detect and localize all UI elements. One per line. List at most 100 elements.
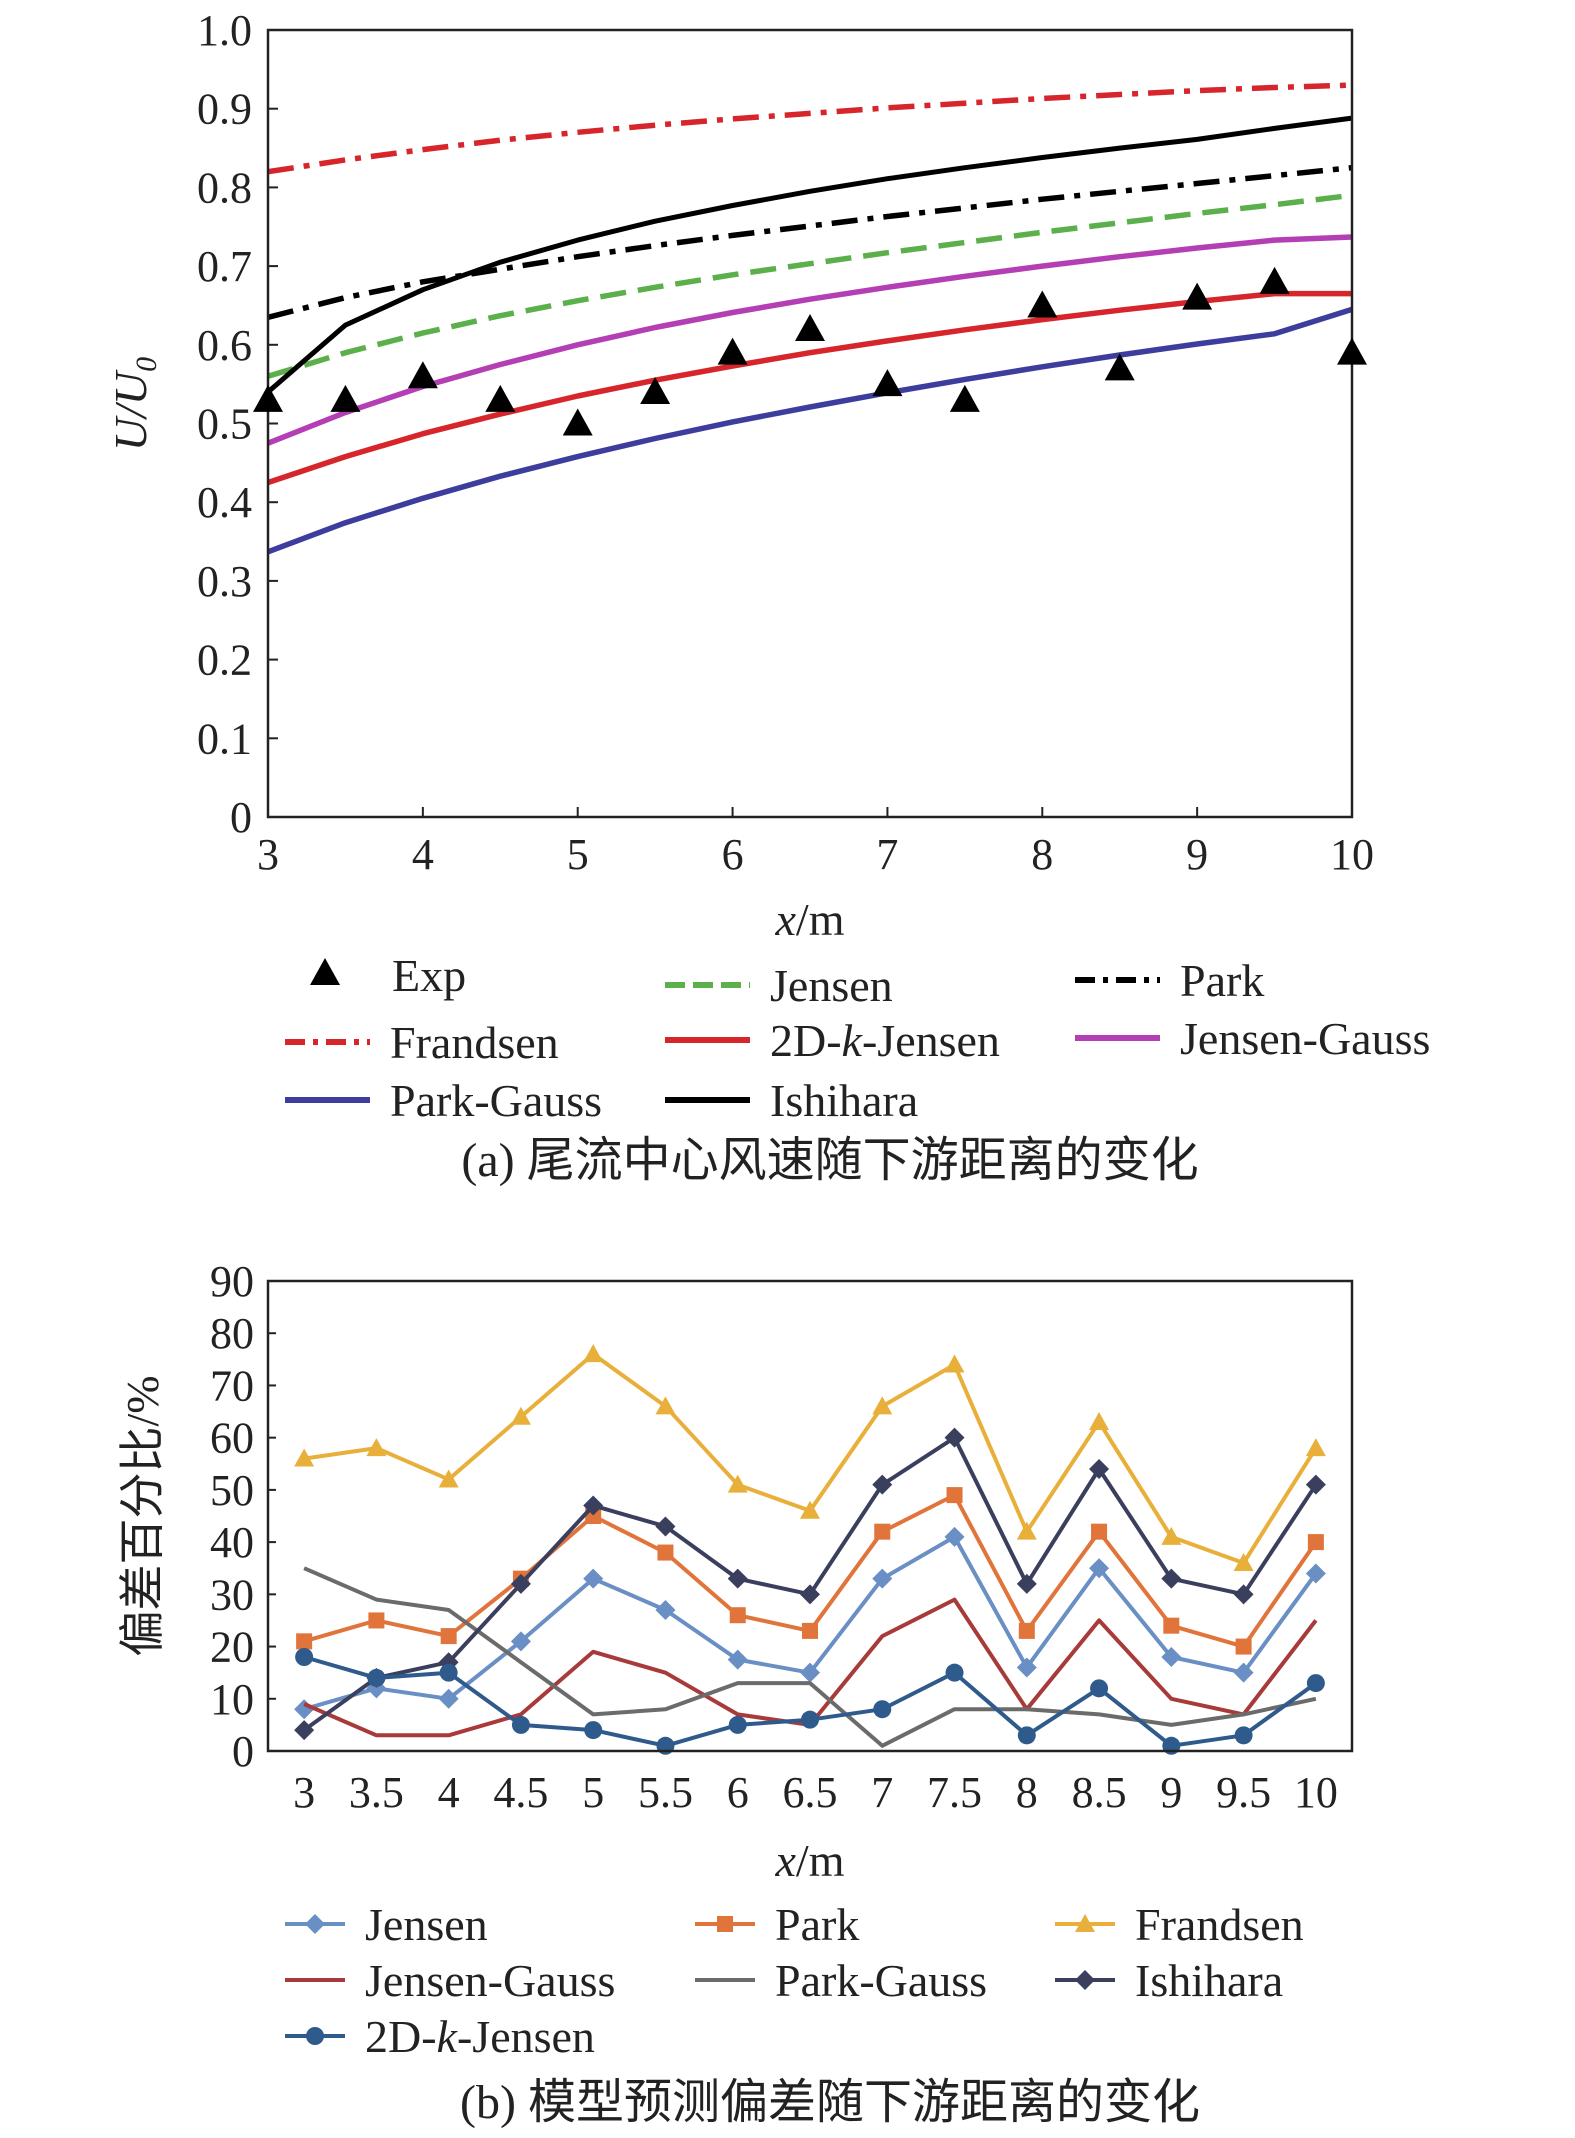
chart-a-y-tick-label: 0.2 bbox=[197, 636, 252, 685]
chart-b-x-tick-label: 9 bbox=[1160, 1768, 1182, 1817]
chart-b-legend-item-jensen: Jensen bbox=[285, 1899, 488, 1950]
chart-b-jensen-point bbox=[1016, 1657, 1037, 1678]
chart-b-y-tick-label: 20 bbox=[210, 1623, 254, 1672]
chart-b-ishihara-point bbox=[510, 1573, 531, 1594]
chart-a-exp-point bbox=[717, 337, 748, 365]
chart-b-2d-k-jensen-point bbox=[801, 1710, 819, 1729]
chart-b-jensen-point bbox=[583, 1568, 604, 1589]
chart-a-series-jensen-gauss-line bbox=[268, 234, 1352, 446]
chart-b-legend-item-park-gauss: Park-Gauss bbox=[695, 1955, 987, 2006]
chart-a-series-jensen-line bbox=[268, 192, 1352, 379]
chart-b-ishihara-point bbox=[944, 1427, 965, 1448]
chart-b-x-tick-label: 3.5 bbox=[349, 1768, 404, 1817]
chart-b-jensen-point bbox=[1305, 1563, 1326, 1584]
chart-b-2d-k-jensen-point bbox=[295, 1648, 314, 1666]
chart-b-x-tick-label: 3 bbox=[293, 1768, 315, 1817]
chart-b-2d-k-jensen-point bbox=[1306, 1674, 1325, 1693]
chart-b-caption: (b) 模型预测偏差随下游距离的变化 bbox=[460, 2076, 1200, 2129]
chart-b-x-tick-label: 10 bbox=[1294, 1768, 1338, 1817]
chart-b-2d-k-jensen-point bbox=[945, 1663, 964, 1682]
chart-b-2d-k-jensen-point bbox=[439, 1663, 458, 1682]
chart-b-legend-label: Jensen bbox=[365, 1899, 488, 1950]
chart-a-y-tick-label: 0.9 bbox=[197, 85, 252, 134]
chart-a-series-park-gauss-line bbox=[268, 306, 1352, 555]
chart-a: 0 0.1 0.2 0.3 0.4 0.5 0.6 0.7 0.8 0.9 1.0 3 4 5 6 7 8 9 1… bbox=[105, 6, 1430, 1187]
chart-b-legend-marker bbox=[1075, 1914, 1095, 1932]
chart-a-x-tick-label: 10 bbox=[1330, 830, 1374, 879]
chart-b-series-jensen bbox=[294, 1526, 1326, 1720]
chart-a-legend-label: Ishihara bbox=[770, 1075, 918, 1126]
chart-b-series-ishihara-line bbox=[302, 1435, 1318, 1732]
chart-b-ishihara-point bbox=[1233, 1584, 1254, 1605]
chart-a-x-tick-label: 3 bbox=[257, 830, 279, 879]
chart-a-exp-point bbox=[1104, 353, 1135, 381]
chart-a-exp-point bbox=[640, 377, 671, 405]
chart-b-jensen-point bbox=[438, 1688, 459, 1709]
chart-a-y-tick-label: 0.8 bbox=[197, 163, 252, 212]
chart-b-frandsen-point bbox=[366, 1438, 387, 1457]
chart-b-x-tick-label: 5 bbox=[582, 1768, 604, 1817]
chart-b-legend-item-ishihara: Ishihara bbox=[1055, 1955, 1283, 2006]
chart-a-legend-item-jensen: Jensen bbox=[665, 960, 893, 1011]
chart-b-jensen-point bbox=[1161, 1647, 1182, 1667]
chart-b-y-tick-label: 70 bbox=[210, 1361, 254, 1410]
chart-b-legend-marker bbox=[305, 1914, 325, 1934]
chart-b-2d-k-jensen-point bbox=[873, 1700, 892, 1719]
chart-a-x-tick-label: 8 bbox=[1031, 830, 1053, 879]
chart-b-legend-label: 2D-k-Jensen bbox=[365, 2011, 595, 2062]
chart-b-2d-k-jensen-point bbox=[1017, 1726, 1036, 1745]
chart-b-jensen-point bbox=[800, 1662, 820, 1683]
chart-b-y-tick-label: 80 bbox=[210, 1309, 254, 1358]
chart-b-ishihara-point bbox=[1305, 1474, 1326, 1495]
chart-b-jensen-point bbox=[872, 1568, 893, 1589]
chart-b-legend-marker bbox=[306, 2027, 324, 2045]
chart-b-frandsen-point bbox=[438, 1469, 459, 1488]
chart-b-2d-k-jensen-point bbox=[1234, 1726, 1253, 1745]
chart-a-y-axis-title: U/U0 bbox=[105, 357, 163, 451]
chart-b-ishihara-point bbox=[294, 1720, 315, 1741]
chart-b-legend-marker bbox=[1075, 1970, 1095, 1990]
chart-b-series-frandsen-line bbox=[303, 1352, 1318, 1565]
chart-b-legend-label: Ishihara bbox=[1135, 1955, 1283, 2006]
chart-b-park-point bbox=[657, 1544, 674, 1561]
chart-b-2d-k-jensen-point bbox=[367, 1668, 386, 1687]
chart-a-y-tick-label: 1.0 bbox=[197, 6, 252, 55]
chart-a-legend-item-2d-k-jensen: 2D-k-Jensen bbox=[665, 1015, 1000, 1066]
chart-a-legend-item-frandsen: Frandsen bbox=[285, 1017, 559, 1068]
chart-a-legend: Exp Jensen Park Frandsen 2D-k-Jensen Jensen-G… bbox=[285, 950, 1430, 1126]
chart-a-legend-item-jensen-gauss: Jensen-Gauss bbox=[1075, 1013, 1430, 1064]
chart-a-legend-item-exp: Exp bbox=[310, 950, 466, 1001]
chart-b-legend-item-2d-k-jensen: 2D-k-Jensen bbox=[285, 2011, 595, 2062]
chart-a-caption: (a) 尾流中心风速随下游距离的变化 bbox=[461, 1134, 1198, 1187]
chart-b-park-point bbox=[1163, 1617, 1180, 1634]
chart-a-series-ishihara-line bbox=[268, 115, 1352, 394]
chart-b-jensen-point bbox=[944, 1526, 965, 1547]
chart-a-legend-label: 2D-k-Jensen bbox=[770, 1015, 1000, 1066]
chart-b-ishihara-point bbox=[655, 1516, 676, 1537]
chart-a-exp-point bbox=[1259, 266, 1290, 294]
chart-b-y-tick-label: 90 bbox=[210, 1257, 254, 1306]
chart-b-jensen-point bbox=[510, 1631, 531, 1652]
chart-b-x-tick-label: 7.5 bbox=[927, 1768, 982, 1817]
chart-b-plot-area bbox=[294, 1344, 1326, 1755]
chart-a-y-tick-label: 0.5 bbox=[197, 400, 252, 449]
chart-a-x-ticks: 3 4 5 6 7 8 9 10 bbox=[257, 807, 1374, 879]
chart-b-park-point bbox=[802, 1622, 818, 1639]
chart-a-exp-point bbox=[1182, 282, 1213, 310]
chart-a-x-tick-label: 4 bbox=[412, 830, 434, 879]
chart-a-series-frandsen-line bbox=[268, 82, 1352, 175]
chart-a-x-tick-label: 6 bbox=[722, 830, 744, 879]
chart-b-x-tick-label: 4.5 bbox=[493, 1768, 548, 1817]
chart-b-2d-k-jensen-point bbox=[511, 1715, 530, 1734]
chart-b-x-tick-label: 9.5 bbox=[1216, 1768, 1271, 1817]
chart-b-series-park-gauss bbox=[303, 1566, 1317, 1748]
chart-b-frandsen-point bbox=[655, 1396, 676, 1415]
chart-b-frandsen-point bbox=[872, 1396, 893, 1415]
chart-a-series-exp bbox=[253, 266, 1367, 436]
chart-b-frandsen-point bbox=[583, 1344, 604, 1363]
chart-a-exp-point bbox=[949, 384, 980, 412]
chart-a-legend-label: Exp bbox=[392, 950, 466, 1001]
chart-b-y-axis-title: 偏差百分比/% bbox=[117, 1375, 168, 1656]
